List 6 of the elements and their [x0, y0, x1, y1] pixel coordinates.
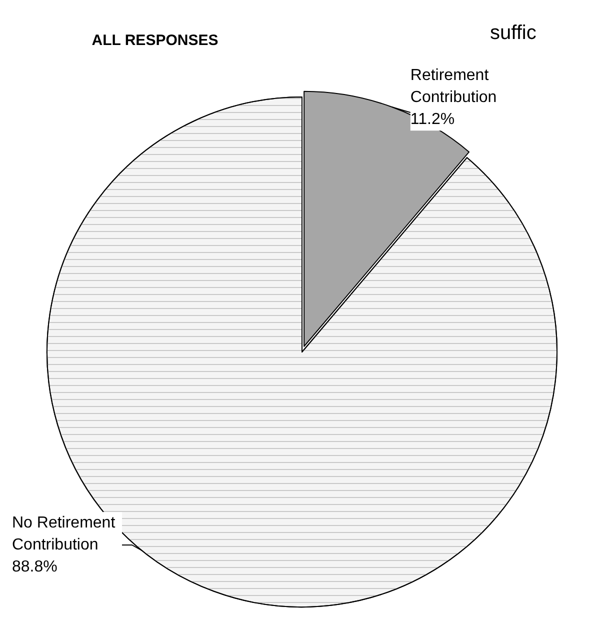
slice-label: Retirement Contribution: [410, 67, 497, 106]
text: suffic: [490, 22, 536, 44]
slice-label: No Retirement Contribution: [12, 514, 120, 554]
data-label: 88.8%: [12, 558, 58, 576]
data-label: 11.2%: [410, 111, 455, 128]
chart-title: ALL RESPONSES: [92, 32, 218, 49]
